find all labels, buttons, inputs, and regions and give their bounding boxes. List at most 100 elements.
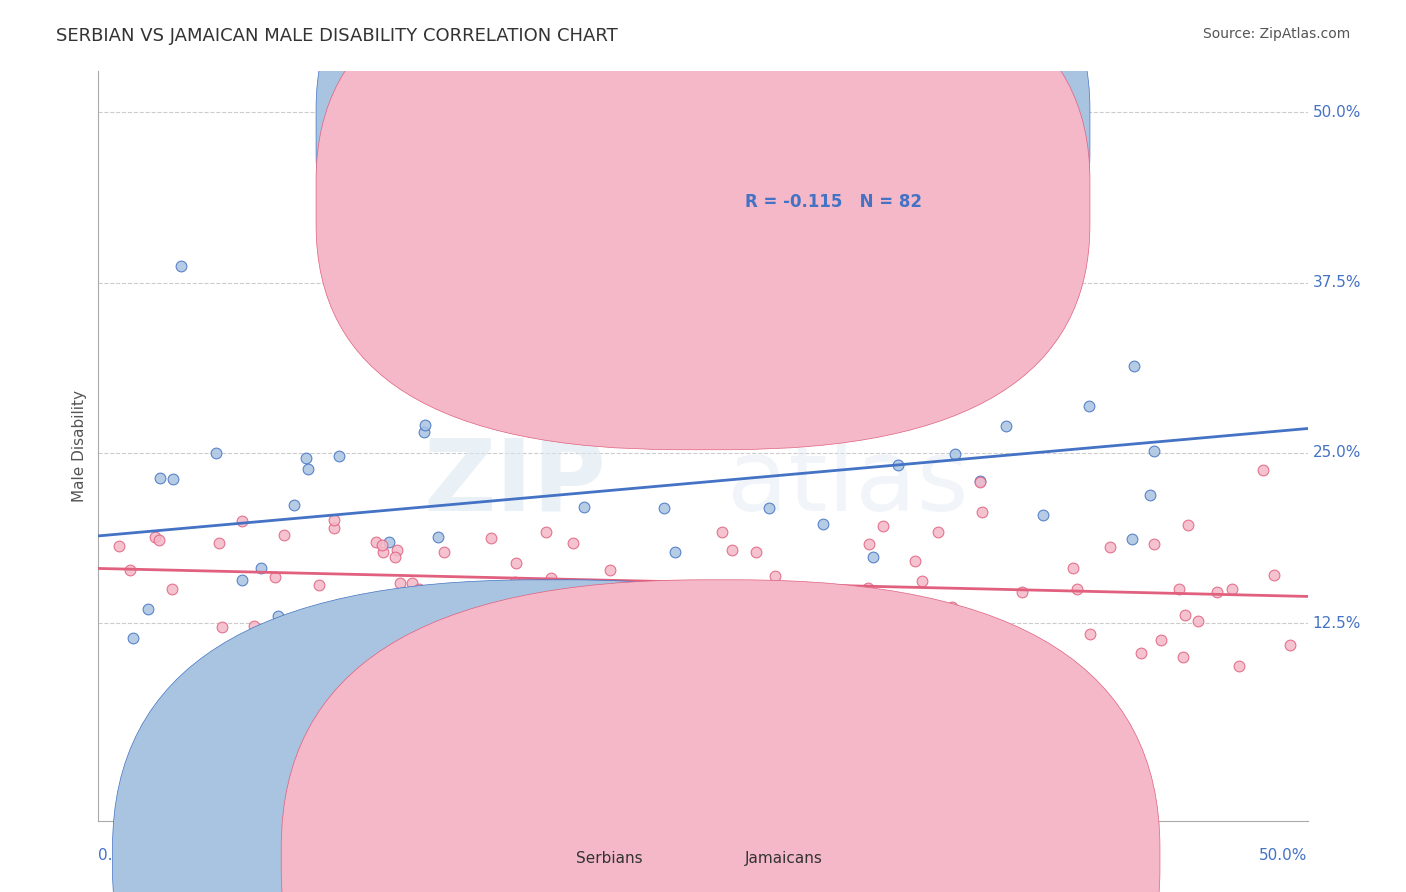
Jamaicans — [972, 505, 994, 519]
Serbians — [813, 516, 835, 531]
Jamaicans — [148, 533, 170, 547]
Serbians — [887, 458, 910, 472]
Serbians — [862, 549, 884, 564]
Jamaicans — [856, 626, 879, 640]
Text: 37.5%: 37.5% — [1312, 275, 1361, 290]
Jamaicans — [969, 475, 991, 490]
Jamaicans — [540, 571, 562, 585]
Serbians — [1032, 508, 1054, 522]
Serbians — [413, 418, 436, 433]
Serbians — [572, 500, 595, 514]
Jamaicans — [858, 537, 880, 551]
Serbians — [297, 462, 319, 476]
Jamaicans — [322, 521, 344, 535]
Serbians — [747, 598, 769, 612]
Jamaicans — [384, 549, 406, 564]
Jamaicans — [505, 556, 527, 570]
Serbians — [162, 472, 184, 486]
Jamaicans — [1011, 585, 1033, 599]
Jamaicans — [534, 524, 557, 539]
FancyBboxPatch shape — [316, 0, 1090, 450]
Jamaicans — [1168, 582, 1191, 596]
Jamaicans — [734, 605, 756, 619]
Jamaicans — [713, 584, 735, 599]
Jamaicans — [807, 615, 830, 630]
Jamaicans — [486, 618, 509, 632]
Jamaicans — [517, 642, 540, 657]
Jamaicans — [479, 532, 502, 546]
Text: 50.0%: 50.0% — [1260, 848, 1308, 863]
Jamaicans — [366, 534, 388, 549]
Serbians — [1139, 488, 1161, 502]
Jamaicans — [1062, 561, 1084, 575]
Jamaicans — [211, 620, 233, 634]
Serbians — [295, 451, 318, 466]
Jamaicans — [243, 619, 266, 633]
Jamaicans — [143, 529, 166, 543]
Text: atlas: atlas — [727, 435, 969, 532]
Text: 25.0%: 25.0% — [1312, 445, 1361, 460]
Serbians — [426, 530, 449, 544]
Jamaicans — [160, 582, 183, 597]
Y-axis label: Male Disability: Male Disability — [72, 390, 87, 502]
Jamaicans — [387, 543, 409, 558]
Serbians — [1078, 400, 1101, 414]
Serbians — [494, 582, 516, 596]
Serbians — [758, 500, 780, 515]
Text: Jamaicans: Jamaicans — [745, 852, 823, 866]
Text: SERBIAN VS JAMAICAN MALE DISABILITY CORRELATION CHART: SERBIAN VS JAMAICAN MALE DISABILITY CORR… — [56, 27, 619, 45]
Jamaicans — [1066, 582, 1088, 597]
Serbians — [502, 280, 524, 294]
Serbians — [633, 619, 655, 633]
Jamaicans — [927, 525, 949, 540]
Serbians — [652, 501, 675, 516]
Serbians — [564, 625, 586, 640]
Jamaicans — [408, 582, 430, 597]
Serbians — [314, 607, 336, 622]
Serbians — [328, 449, 350, 463]
Jamaicans — [207, 535, 229, 549]
Jamaicans — [1077, 676, 1099, 690]
Jamaicans — [508, 637, 530, 651]
Serbians — [427, 629, 450, 643]
Serbians — [204, 446, 226, 460]
Serbians — [231, 573, 253, 587]
Jamaicans — [401, 575, 423, 590]
Jamaicans — [1177, 518, 1199, 533]
Serbians — [413, 425, 436, 439]
Text: 12.5%: 12.5% — [1312, 615, 1361, 631]
Jamaicans — [702, 591, 724, 606]
Serbians — [1122, 359, 1144, 373]
Serbians — [995, 419, 1018, 434]
Jamaicans — [1263, 568, 1285, 582]
Text: R = -0.115   N = 82: R = -0.115 N = 82 — [745, 194, 922, 211]
Jamaicans — [872, 519, 894, 533]
Text: 0.0%: 0.0% — [98, 848, 138, 863]
Jamaicans — [389, 576, 412, 591]
Jamaicans — [858, 582, 880, 596]
Serbians — [378, 534, 401, 549]
Jamaicans — [890, 614, 912, 628]
Serbians — [744, 416, 766, 430]
Jamaicans — [440, 626, 463, 640]
Jamaicans — [1143, 537, 1166, 551]
Serbians — [737, 409, 759, 423]
Serbians — [664, 545, 686, 559]
Jamaicans — [264, 569, 287, 583]
Text: 50.0%: 50.0% — [1312, 104, 1361, 120]
Jamaicans — [484, 627, 506, 641]
Serbians — [267, 609, 290, 624]
Serbians — [813, 105, 835, 120]
FancyBboxPatch shape — [655, 128, 1078, 259]
Serbians — [591, 432, 613, 446]
Jamaicans — [1099, 541, 1122, 555]
Serbians — [969, 474, 991, 488]
Jamaicans — [599, 563, 621, 577]
Jamaicans — [695, 652, 717, 666]
Serbians — [754, 365, 776, 379]
Jamaicans — [1251, 463, 1274, 477]
Serbians — [169, 259, 191, 273]
Jamaicans — [1227, 658, 1250, 673]
Serbians — [1143, 444, 1166, 458]
Serbians — [835, 406, 858, 420]
